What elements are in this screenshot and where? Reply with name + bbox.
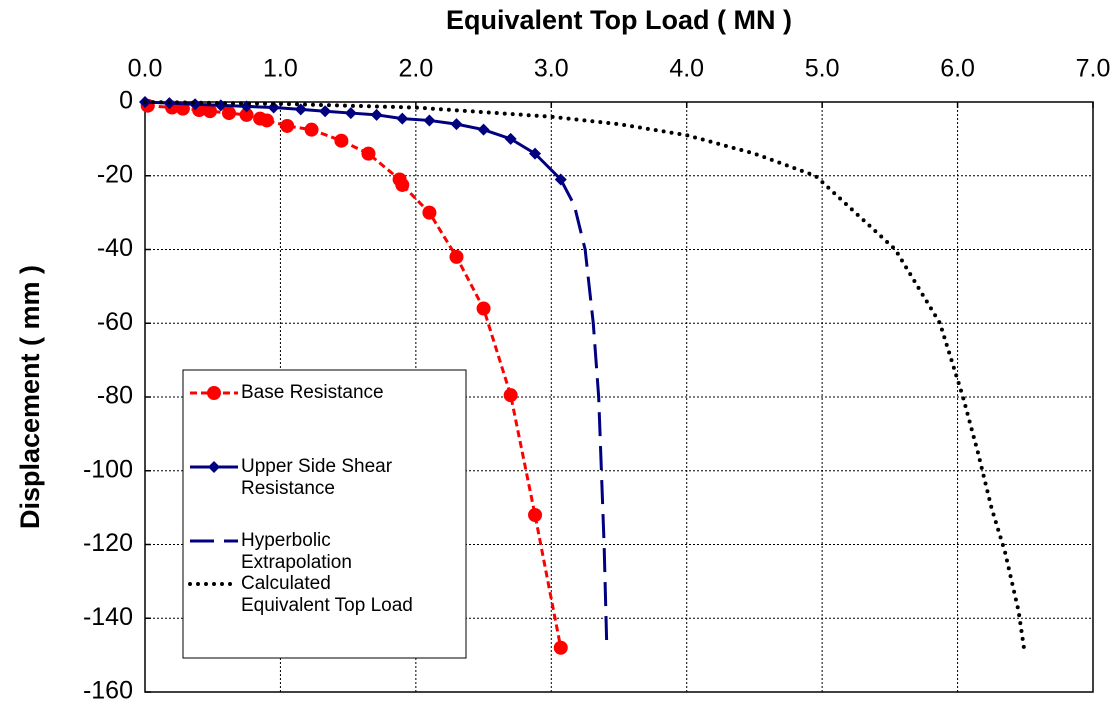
- x-tick-label: 0.0: [128, 55, 163, 83]
- x-axis-title: Equivalent Top Load ( MN ): [446, 5, 792, 35]
- data-point: [449, 249, 464, 264]
- legend-label: Hyperbolic Extrapolation: [241, 530, 352, 573]
- plot-frame: [144, 101, 1094, 693]
- data-point: [504, 132, 517, 145]
- data-point: [280, 118, 295, 133]
- x-tick-label: 5.0: [805, 55, 840, 83]
- data-point: [221, 106, 236, 121]
- data-point: [422, 205, 437, 220]
- data-point: [334, 133, 349, 148]
- data-point: [529, 147, 542, 160]
- data-point: [370, 108, 383, 121]
- data-point: [239, 107, 254, 122]
- y-tick-label: -120: [83, 529, 133, 557]
- y-tick-label: -140: [83, 603, 133, 631]
- y-tick-label: 0: [119, 87, 133, 115]
- data-point: [476, 301, 491, 316]
- data-point: [450, 118, 463, 131]
- data-point: [344, 107, 357, 120]
- data-point: [294, 103, 307, 116]
- data-point: [203, 104, 218, 119]
- legend-marker: [208, 461, 220, 473]
- data-point: [319, 105, 332, 118]
- x-tick-label: 3.0: [534, 55, 569, 83]
- legend-label: Base Resistance: [241, 382, 384, 403]
- data-point: [503, 388, 518, 403]
- data-point: [396, 112, 409, 125]
- x-tick-label: 7.0: [1076, 55, 1111, 83]
- x-tick-label: 4.0: [669, 55, 704, 83]
- y-tick-label: -80: [97, 382, 133, 410]
- legend-label: Upper Side Shear Resistance: [241, 456, 393, 499]
- data-point: [553, 640, 568, 655]
- y-tick-label: -60: [97, 308, 133, 336]
- data-point: [528, 508, 543, 522]
- y-tick-label: -20: [97, 160, 133, 188]
- series-line: [559, 178, 609, 648]
- y-tick-label: -100: [83, 455, 133, 483]
- y-tick-label: -40: [97, 234, 133, 262]
- x-tick-label: 2.0: [398, 55, 433, 83]
- y-tick-label: -160: [83, 677, 133, 705]
- legend-label: Calculated Equivalent Top Load: [241, 573, 413, 616]
- data-point: [477, 123, 490, 136]
- x-tick-label: 6.0: [940, 55, 975, 83]
- legend-marker: [207, 386, 221, 400]
- x-tick-label: 1.0: [263, 55, 298, 83]
- data-point: [361, 146, 376, 161]
- data-point: [259, 113, 274, 128]
- series-line: [143, 100, 1026, 650]
- data-point: [304, 122, 319, 137]
- data-point: [395, 177, 410, 192]
- data-point: [423, 114, 436, 127]
- y-axis-title: Displacement ( mm ): [15, 265, 45, 529]
- data-point: [267, 101, 280, 114]
- legend-box: [182, 369, 467, 659]
